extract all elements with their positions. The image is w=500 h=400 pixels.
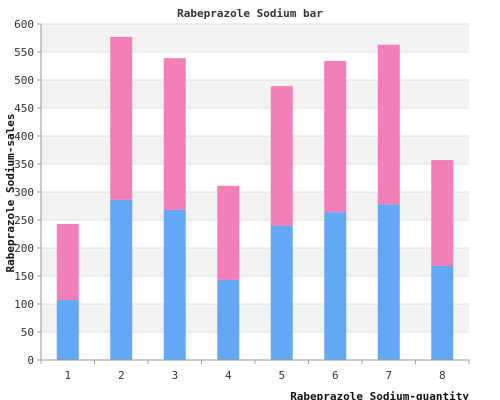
x-tick-label: 4 (225, 369, 232, 382)
y-tick-label: 400 (14, 130, 34, 143)
bar-segment-series2 (431, 160, 454, 266)
y-tick-label: 100 (14, 298, 34, 311)
x-tick-label: 5 (278, 369, 285, 382)
x-tick-label: 3 (171, 369, 178, 382)
y-tick-labels: 0 50 100 150 200 250 300 350 400 450 500 550 600 (14, 18, 34, 367)
bar-segment-series1 (163, 209, 186, 360)
grid-band (41, 248, 469, 276)
bar-segment-series1 (377, 204, 400, 360)
grid-band (41, 304, 469, 332)
x-axis-label: Rabeprazole Sodium-quantity (290, 390, 469, 400)
y-tick-label: 150 (14, 270, 34, 283)
bar-segment-series1 (56, 300, 79, 360)
y-tick-label: 350 (14, 158, 34, 171)
bar-segment-series2 (324, 60, 347, 213)
grid-bands (41, 24, 469, 332)
y-tick-label: 450 (14, 102, 34, 115)
bar-segment-series1 (324, 212, 347, 360)
bar-segment-series2 (377, 44, 400, 205)
x-tick-label: 1 (64, 369, 71, 382)
y-tick-label: 500 (14, 74, 34, 87)
bar-segment-series2 (163, 58, 186, 210)
grid-band (41, 24, 469, 52)
bar-segment-series1 (431, 265, 454, 360)
y-tick-label: 300 (14, 186, 34, 199)
bar-segment-series1 (270, 225, 293, 360)
bar-segment-series2 (110, 36, 133, 200)
bars (56, 36, 454, 360)
bar-segment-series1 (217, 279, 240, 360)
x-tick-label: 2 (118, 369, 125, 382)
grid-band (41, 136, 469, 164)
x-tick-label: 8 (439, 369, 446, 382)
y-tick-label: 200 (14, 242, 34, 255)
y-axis-label: Rabeprazole Sodium-sales (4, 114, 17, 273)
y-tick-label: 600 (14, 18, 34, 31)
y-tick-label: 0 (27, 354, 34, 367)
y-tick-label: 50 (21, 326, 34, 339)
x-tick-labels: 1 2 3 4 5 6 7 8 (64, 369, 445, 382)
bar-segment-series2 (270, 86, 293, 226)
grid-band (41, 192, 469, 220)
x-tick-label: 7 (385, 369, 392, 382)
axes (37, 23, 470, 364)
y-tick-label: 250 (14, 214, 34, 227)
y-tick-label: 550 (14, 46, 34, 59)
bar-segment-series2 (217, 185, 240, 280)
bar-segment-series1 (110, 199, 133, 360)
chart-title: Rabeprazole Sodium bar (177, 7, 323, 20)
bar-segment-series2 (56, 223, 79, 301)
x-tick-label: 6 (332, 369, 339, 382)
grid-band (41, 80, 469, 108)
